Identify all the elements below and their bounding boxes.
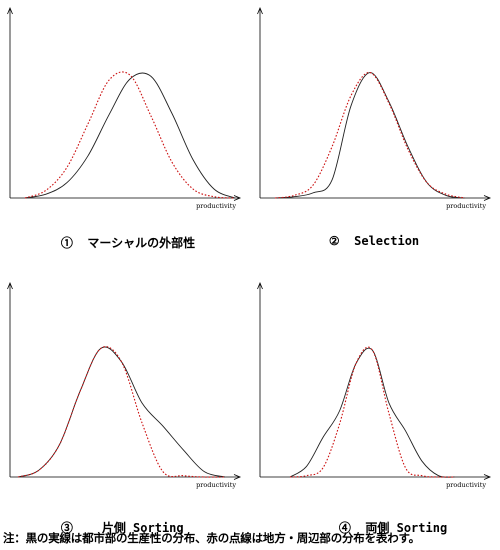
chart-svg-4: productivity bbox=[257, 281, 492, 489]
panel-title-1: マーシャルの外部性 bbox=[87, 236, 196, 250]
x-axis-arrow-3 bbox=[233, 474, 242, 480]
chart-caption-2: ② Selection bbox=[300, 220, 419, 262]
chart-panel-3: productivity ③ 片側 Sorting bbox=[0, 265, 250, 535]
y-axis-arrow-2 bbox=[257, 6, 263, 15]
chart-panel-1: productivity ① マーシャルの外部性 bbox=[0, 0, 250, 262]
panel-title-3: 片側 Sorting bbox=[101, 521, 184, 535]
panel-title-4: 両側 Sorting bbox=[365, 521, 448, 535]
x-axis-arrow-4 bbox=[483, 474, 492, 480]
chart-caption-4: ④ 両側 Sorting bbox=[310, 505, 447, 550]
y-axis-arrow-3 bbox=[7, 281, 13, 290]
rural-dotted-line-4 bbox=[289, 346, 456, 478]
panel-number-2: ② bbox=[328, 234, 340, 248]
panel-number-4: ④ bbox=[338, 521, 351, 535]
chart-panel-4: productivity ④ 両側 Sorting bbox=[250, 265, 500, 535]
urban-solid-line-4 bbox=[289, 347, 456, 478]
chart-panel-2: productivity ② Selection bbox=[250, 0, 500, 262]
x-axis-label-1: productivity bbox=[196, 202, 236, 210]
rural-dotted-line-2 bbox=[274, 72, 466, 199]
figure-note: 注：黒の実線は都市部の生産性の分布、赤の点線は地方・周辺部の分布を表わす。 bbox=[3, 531, 420, 545]
panel-number-3: ③ bbox=[60, 521, 73, 535]
chart-svg-2: productivity bbox=[257, 6, 492, 210]
x-axis-arrow-1 bbox=[233, 195, 242, 201]
rural-dotted-line-3 bbox=[17, 346, 226, 478]
chart-svg-1: productivity bbox=[7, 6, 242, 210]
x-axis-label-2: productivity bbox=[446, 202, 486, 210]
x-axis-label-4: productivity bbox=[446, 481, 486, 489]
urban-solid-line-3 bbox=[17, 346, 226, 478]
urban-solid-line-1 bbox=[24, 72, 236, 199]
y-axis-arrow-1 bbox=[7, 6, 13, 15]
chart-svg-3: productivity bbox=[7, 281, 242, 489]
y-axis-arrow-4 bbox=[257, 281, 263, 290]
rural-dotted-line-1 bbox=[24, 71, 236, 199]
chart-caption-3: ③ 片側 Sorting bbox=[32, 505, 184, 550]
panel-number-1: ① bbox=[60, 236, 73, 250]
panel-title-2: Selection bbox=[354, 234, 420, 248]
x-axis-label-3: productivity bbox=[196, 481, 236, 489]
chart-caption-1: ① マーシャルの外部性 bbox=[32, 220, 195, 265]
x-axis-arrow-2 bbox=[483, 195, 492, 201]
urban-solid-line-2 bbox=[274, 72, 466, 199]
